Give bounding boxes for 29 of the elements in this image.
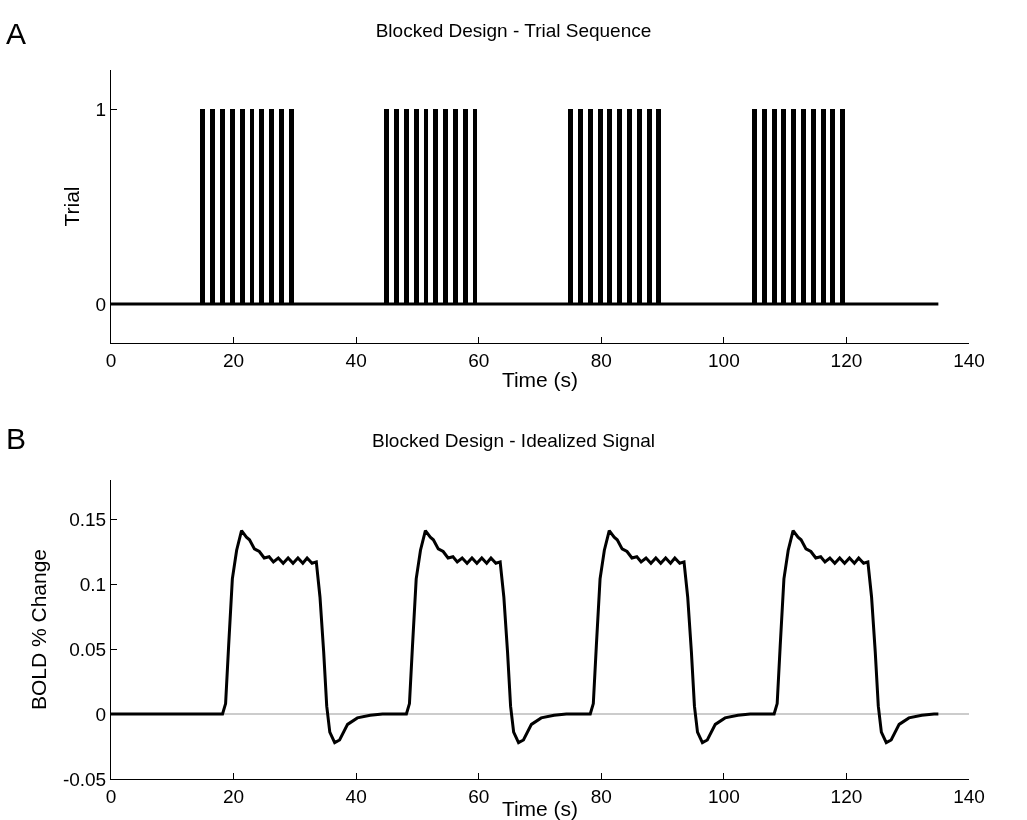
- x-axis-title: Time (s): [501, 368, 579, 391]
- y-tick-label: -0.05: [62, 768, 107, 790]
- y-tick-label: 1: [95, 98, 107, 120]
- x-tick-label: 140: [953, 785, 985, 807]
- text: A: [6, 17, 27, 50]
- y-axis-title: BOLD % Change: [27, 548, 51, 711]
- y-axis-title: Trial: [59, 186, 83, 227]
- x-tick-label: 40: [345, 785, 367, 807]
- x-tick-label: 60: [468, 349, 490, 371]
- x-tick-label: 120: [830, 349, 863, 371]
- x-tick-label: 20: [223, 349, 245, 371]
- x-axis-title: Time (s): [501, 797, 579, 820]
- y-tick-label: 0.05: [69, 638, 107, 660]
- x-tick-label: 80: [590, 349, 612, 371]
- text: B: [6, 422, 27, 455]
- x-tick-label: 80: [590, 785, 612, 807]
- x-tick-label: 40: [345, 349, 367, 371]
- chart-title: Blocked Design - Idealized Signal: [371, 429, 656, 451]
- y-tick-label: 0: [95, 703, 107, 725]
- y-tick-label: 0.15: [69, 508, 107, 530]
- y-tick-label: 0.1: [79, 573, 107, 595]
- y-tick-label: 0: [95, 293, 107, 315]
- x-tick-label: 20: [223, 785, 245, 807]
- x-tick-label: 140: [953, 349, 985, 371]
- x-tick-label: 120: [830, 785, 863, 807]
- x-tick-label: 100: [708, 785, 740, 807]
- chart-title: Blocked Design - Trial Sequence: [375, 19, 652, 41]
- x-tick-label: 60: [468, 785, 490, 807]
- x-tick-label: 100: [708, 349, 740, 371]
